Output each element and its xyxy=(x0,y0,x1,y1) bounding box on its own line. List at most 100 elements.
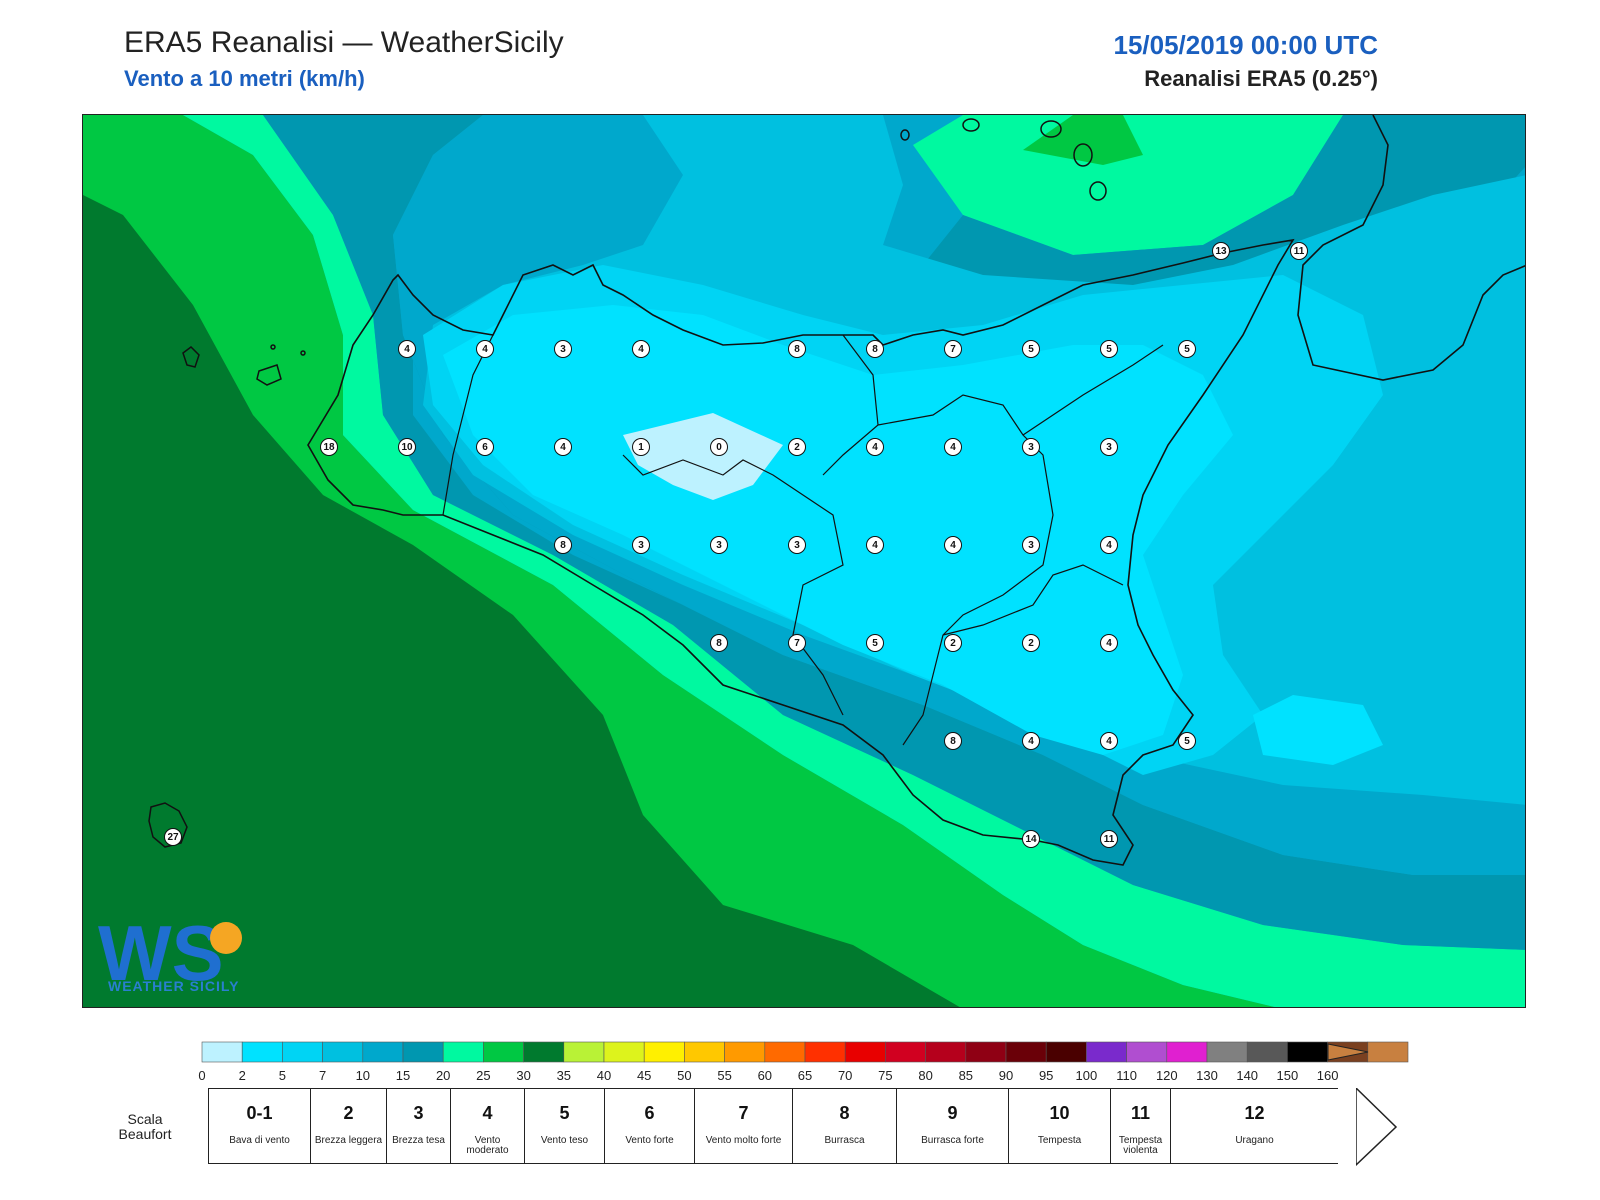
colorbar-cell xyxy=(724,1041,766,1063)
colorbar-cell xyxy=(1045,1041,1087,1063)
beaufort-cell: 2 Brezza leggera xyxy=(310,1088,386,1164)
station-marker: 4 xyxy=(944,536,962,554)
colorbar-cell xyxy=(1005,1041,1047,1063)
colorbar-cell xyxy=(1126,1041,1168,1063)
coastline xyxy=(307,238,1295,866)
station-marker: 4 xyxy=(1100,634,1118,652)
station-marker: 8 xyxy=(944,732,962,750)
beaufort-description: Burrasca forte xyxy=(921,1135,984,1146)
wind-map: 13 11 4 4 3 4 8 8 7 5 5 5 18 10 6 4 1 0 2 4 4 3 3 8 3 3 3 4 4 3 4 8 7 5 2 2… xyxy=(82,114,1526,1008)
station-marker: 3 xyxy=(788,536,806,554)
station-marker: 4 xyxy=(554,438,572,456)
beaufort-description: Vento teso xyxy=(540,1135,589,1146)
colorbar-cell xyxy=(1246,1041,1288,1063)
beaufort-cell: 10 Tempesta xyxy=(1008,1088,1110,1164)
colorbar-tick-label: 100 xyxy=(1076,1068,1098,1083)
colorbar-tick-label: 5 xyxy=(279,1068,286,1083)
colorbar-cell xyxy=(684,1041,725,1063)
colorbar-cell xyxy=(322,1041,364,1063)
colorbar-cell xyxy=(925,1041,967,1063)
station-marker: 4 xyxy=(632,340,650,358)
province-borders xyxy=(442,334,1164,746)
colorbar-cell xyxy=(885,1041,926,1063)
colorbar-cell xyxy=(804,1041,846,1063)
colorbar-tick-label: 2 xyxy=(239,1068,246,1083)
colorbar-tick-label: 25 xyxy=(476,1068,490,1083)
pantelleria-island xyxy=(148,802,188,848)
colorbar-tick-label: 35 xyxy=(557,1068,571,1083)
colorbar-ticks: 0 2 5 7 10 15 20 25 30 35 40 45 50 55 60 65 70 75 80 85 90 95… xyxy=(198,1068,1338,1083)
aeolian-islands xyxy=(900,118,1107,201)
colorbar-cells xyxy=(201,1041,1409,1063)
station-marker: 2 xyxy=(944,634,962,652)
beaufort-cell: 4 Vento moderato xyxy=(450,1088,524,1164)
colorbar-tick-label: 40 xyxy=(597,1068,611,1083)
beaufort-number: 12 xyxy=(1244,1103,1265,1123)
stations-layer: 13 11 4 4 3 4 8 8 7 5 5 5 18 10 6 4 1 0 2 4 4 3 3 8 3 3 3 4 4 3 4 8 7 5 2 2… xyxy=(83,115,1525,1007)
colorbar-cell xyxy=(764,1041,806,1063)
station-marker: 3 xyxy=(632,536,650,554)
beaufort-number: 9 xyxy=(947,1103,958,1123)
beaufort-number: 7 xyxy=(738,1103,749,1123)
colorbar-tick-label: 110 xyxy=(1116,1068,1137,1083)
station-marker: 4 xyxy=(476,340,494,358)
colorbar-cell xyxy=(643,1041,685,1063)
zone-aqua-west xyxy=(183,115,1525,1007)
station-marker: 3 xyxy=(1022,438,1040,456)
station-marker: 2 xyxy=(1022,634,1040,652)
station-marker: 3 xyxy=(554,340,572,358)
station-marker: 27 xyxy=(164,828,182,846)
colorbar-tick-label: 65 xyxy=(798,1068,812,1083)
station-marker: 4 xyxy=(1022,732,1040,750)
beaufort-scale-label: Scala Beaufort xyxy=(118,1111,172,1142)
station-marker: 4 xyxy=(944,438,962,456)
colorbar-tick-label: 120 xyxy=(1156,1068,1178,1083)
sun-icon xyxy=(210,922,242,954)
zone-green-darkest xyxy=(83,195,960,1007)
colorbar-cell xyxy=(282,1041,323,1063)
beaufort-description: Tempesta xyxy=(1037,1135,1082,1146)
station-marker: 6 xyxy=(476,438,494,456)
colorbar-tick-label: 75 xyxy=(878,1068,892,1083)
colorbar-tick-label: 85 xyxy=(959,1068,973,1083)
station-marker: 8 xyxy=(554,536,572,554)
dataset-label: Reanalisi ERA5 (0.25°) xyxy=(1144,66,1378,91)
beaufort-cell: 12 Uragano xyxy=(1170,1088,1338,1164)
station-marker: 5 xyxy=(1022,340,1040,358)
logo-text: WEATHER SICILY xyxy=(108,978,240,994)
beaufort-description: Vento moderato xyxy=(466,1135,509,1156)
colorbar-tick-label: 45 xyxy=(637,1068,651,1083)
station-marker: 8 xyxy=(710,634,728,652)
beaufort-number: 0-1 xyxy=(246,1103,273,1123)
zone-green-north xyxy=(1023,115,1143,165)
beaufort-number: 4 xyxy=(482,1103,493,1123)
beaufort-cell: 6 Vento forte xyxy=(604,1088,694,1164)
beaufort-description: Tempesta violenta xyxy=(1118,1135,1163,1156)
colorbar-arrow xyxy=(1327,1043,1369,1061)
colorbar-cell xyxy=(1206,1041,1248,1063)
beaufort-description: Bava di vento xyxy=(229,1135,290,1146)
colorbar-cell xyxy=(603,1041,645,1063)
colorbar-tick-label: 60 xyxy=(758,1068,772,1083)
colorbar-tick-label: 20 xyxy=(436,1068,450,1083)
map-title: ERA5 Reanalisi — WeatherSicily xyxy=(124,26,564,59)
colorbar-cell xyxy=(442,1041,484,1063)
colorbar-cell xyxy=(1166,1041,1208,1063)
logo-mark-w: WS xyxy=(98,909,224,992)
colorbar-cell xyxy=(563,1041,605,1063)
colorbar-tick-label: 90 xyxy=(999,1068,1013,1083)
station-marker: 8 xyxy=(866,340,884,358)
station-marker: 4 xyxy=(866,438,884,456)
colorbar-tick-label: 140 xyxy=(1236,1068,1258,1083)
station-marker: 3 xyxy=(1100,438,1118,456)
colorbar-cell xyxy=(1367,1041,1409,1063)
station-marker: 10 xyxy=(398,438,416,456)
colorbar-tick-label: 7 xyxy=(319,1068,326,1083)
beaufort-description: Uragano xyxy=(1235,1135,1274,1146)
beaufort-cell: 3 Brezza tesa xyxy=(386,1088,450,1164)
weathersicily-logo: WS xyxy=(98,909,242,992)
beaufort-number: 11 xyxy=(1130,1103,1151,1123)
beaufort-number: 3 xyxy=(413,1103,424,1123)
station-marker: 1 xyxy=(632,438,650,456)
colorbar-cell xyxy=(362,1041,404,1063)
